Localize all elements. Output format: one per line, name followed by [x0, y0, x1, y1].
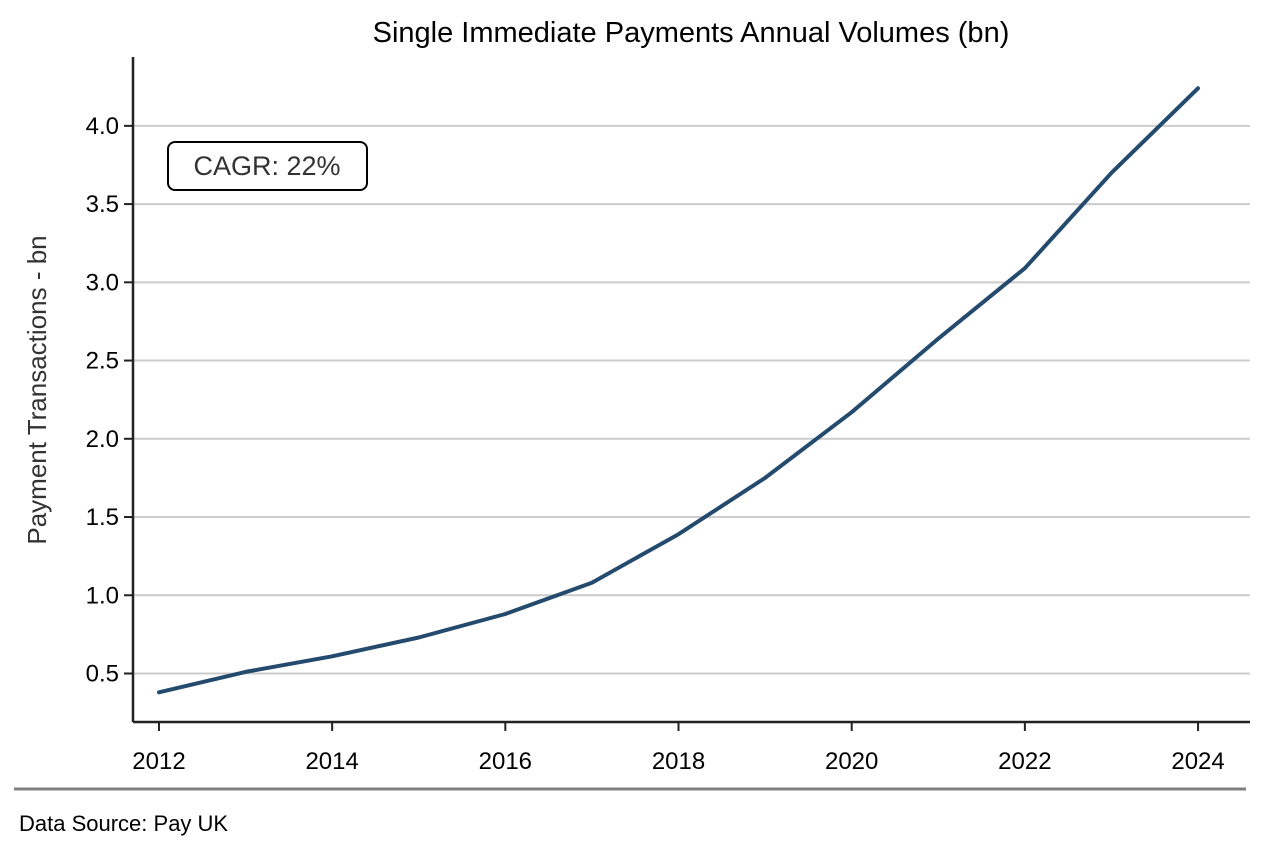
data-point — [591, 582, 592, 583]
x-tick-label: 2012 — [132, 748, 185, 775]
data-point — [678, 534, 679, 535]
y-tick-label: 4.0 — [86, 113, 119, 140]
x-tick-label: 2018 — [652, 748, 705, 775]
data-point — [851, 412, 852, 413]
y-ticks: 0.5 1.0 1.5 2.0 2.5 3.0 3.5 4.0 — [86, 113, 133, 687]
cagr-annotation: CAGR: 22% — [167, 141, 368, 191]
x-tick-label: 2016 — [479, 748, 532, 775]
data-source-note: Data Source: Pay UK — [19, 811, 228, 836]
x-ticks: 2012 2014 2016 2018 2020 2022 2024 — [132, 722, 1225, 775]
data-point — [1024, 268, 1025, 269]
series-layer — [157, 86, 1200, 695]
y-axis-label: Payment Transactions - bn — [22, 235, 52, 544]
series-line — [157, 86, 1200, 695]
y-tick-label: 3.5 — [86, 191, 119, 218]
annotation-box — [167, 141, 368, 191]
y-tick-label: 1.5 — [86, 504, 119, 531]
data-point — [332, 656, 333, 657]
y-tick-label: 1.0 — [86, 582, 119, 609]
chart-title: Single Immediate Payments Annual Volumes… — [373, 17, 1010, 49]
y-tick-label: 0.5 — [86, 660, 119, 687]
annotation-text: CAGR: 22% — [193, 151, 340, 181]
x-tick-label: 2022 — [998, 748, 1051, 775]
y-tick-label: 3.0 — [86, 269, 119, 296]
y-tick-label: 2.0 — [86, 426, 119, 453]
y-tick-label: 2.5 — [86, 348, 119, 375]
x-tick-label: 2020 — [825, 748, 878, 775]
x-tick-label: 2024 — [1171, 748, 1224, 775]
gridlines — [133, 124, 1250, 675]
data-point — [1198, 88, 1199, 89]
data-point — [938, 338, 939, 339]
data-point — [765, 477, 766, 478]
data-point — [418, 637, 419, 638]
data-point — [1111, 172, 1112, 173]
data-point — [505, 614, 506, 615]
x-tick-label: 2014 — [305, 748, 358, 775]
data-point — [159, 692, 160, 693]
data-point — [245, 671, 246, 672]
